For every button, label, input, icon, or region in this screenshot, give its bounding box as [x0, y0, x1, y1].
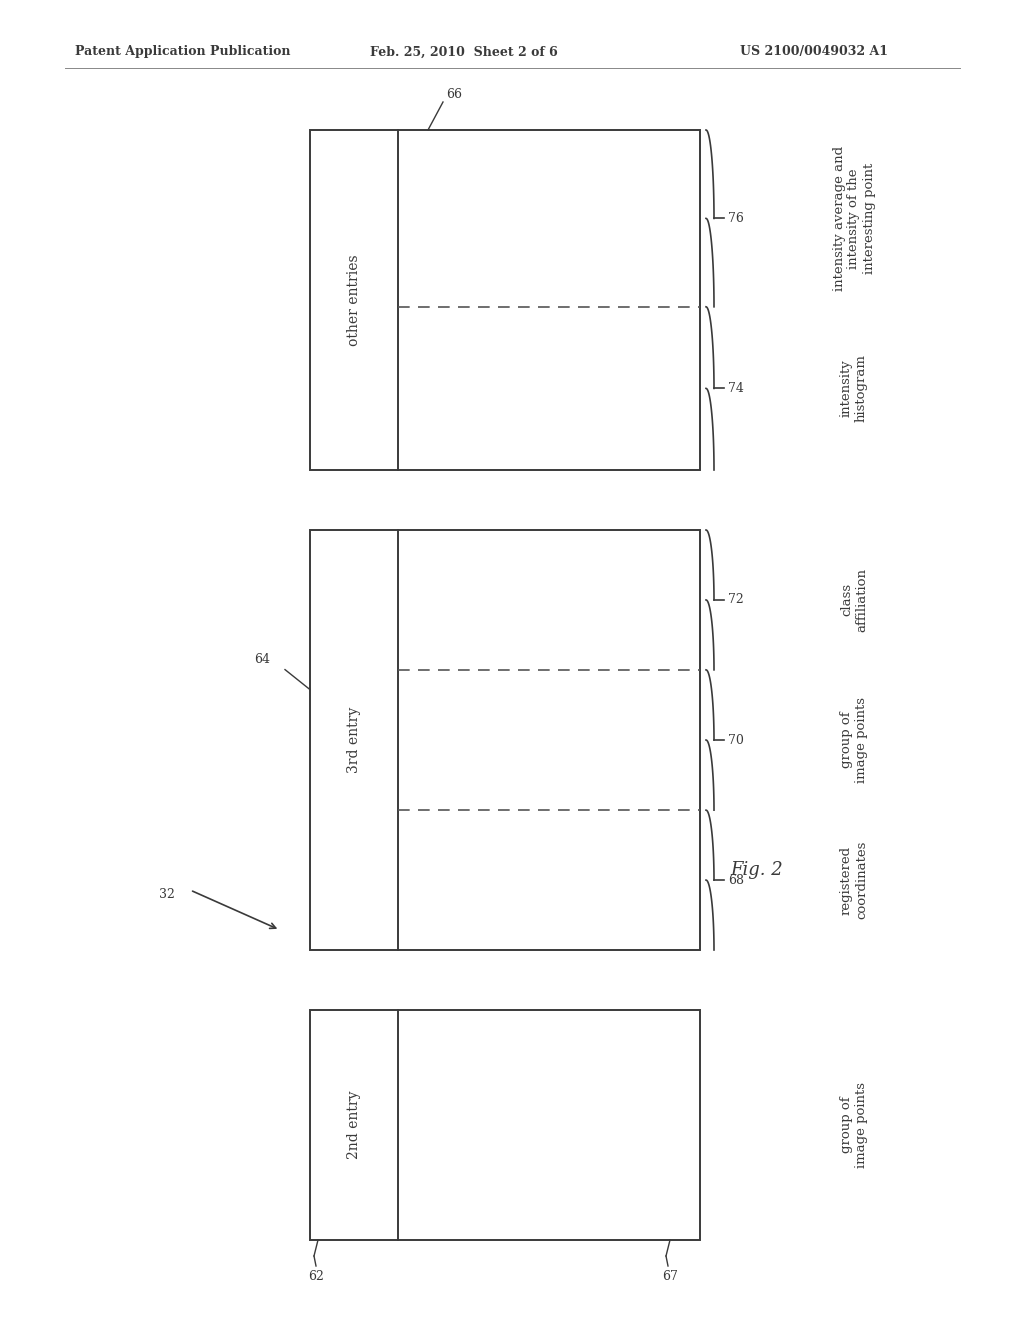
Text: class
affiliation: class affiliation	[840, 568, 868, 632]
Text: 32: 32	[159, 888, 175, 902]
Text: US 2100/0049032 A1: US 2100/0049032 A1	[740, 45, 888, 58]
Text: 67: 67	[662, 1270, 678, 1283]
Bar	[310, 129, 700, 470]
Text: Fig. 2: Fig. 2	[730, 861, 782, 879]
Text: 2nd entry: 2nd entry	[347, 1090, 361, 1159]
Text: intensity average and
intensity of the
interesting point: intensity average and intensity of the i…	[833, 145, 876, 290]
Bar	[310, 1010, 700, 1239]
Text: intensity
histogram: intensity histogram	[840, 355, 868, 422]
Text: 68: 68	[728, 874, 744, 887]
Text: group of
image points: group of image points	[840, 1082, 868, 1168]
Text: Patent Application Publication: Patent Application Publication	[75, 45, 291, 58]
Text: 64: 64	[254, 653, 270, 667]
Text: 74: 74	[728, 381, 743, 395]
Text: group of
image points: group of image points	[840, 697, 868, 783]
Bar	[310, 531, 700, 950]
Text: other entries: other entries	[347, 255, 361, 346]
Text: 76: 76	[728, 213, 743, 224]
Text: Feb. 25, 2010  Sheet 2 of 6: Feb. 25, 2010 Sheet 2 of 6	[370, 45, 558, 58]
Text: 3rd entry: 3rd entry	[347, 708, 361, 774]
Text: 72: 72	[728, 594, 743, 606]
Text: registered
coordinates: registered coordinates	[840, 841, 868, 919]
Text: 66: 66	[446, 88, 462, 102]
Text: 70: 70	[728, 734, 743, 747]
Text: 62: 62	[308, 1270, 324, 1283]
